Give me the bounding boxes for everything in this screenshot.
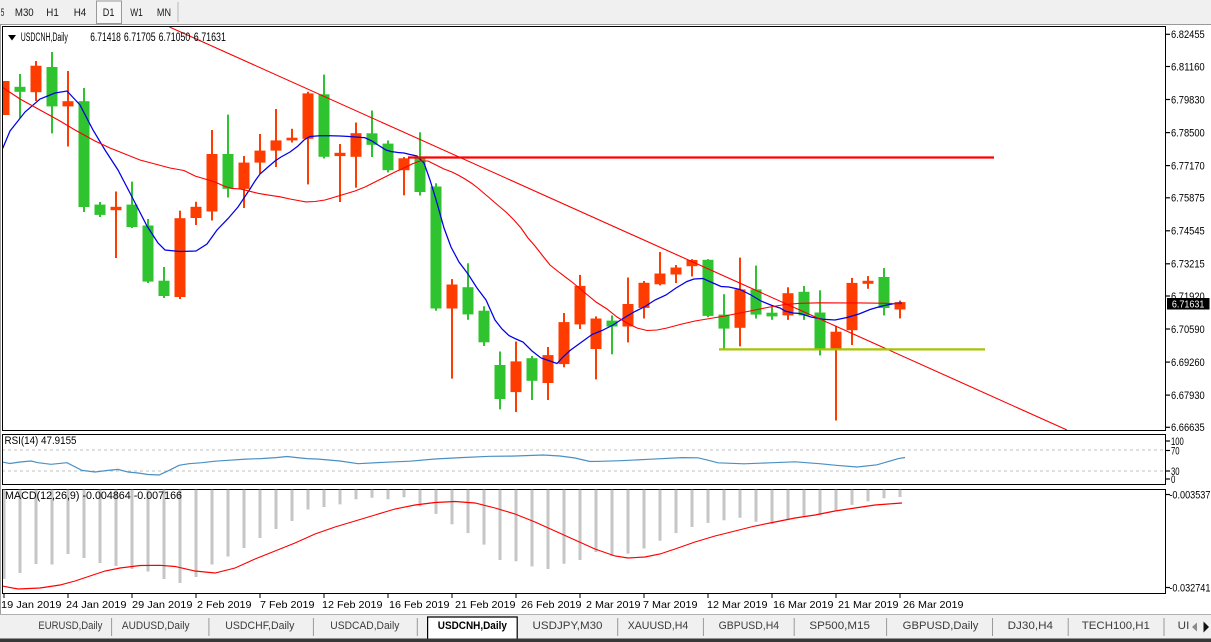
svg-text:6.73215: 6.73215 — [1171, 259, 1205, 271]
svg-text:6.71631: 6.71631 — [1172, 299, 1205, 311]
svg-text:6.69260: 6.69260 — [1171, 357, 1205, 369]
svg-text:6.82455: 6.82455 — [1171, 29, 1205, 41]
svg-text:2 Feb 2019: 2 Feb 2019 — [197, 599, 252, 611]
svg-text:USDCNH,Daily: USDCNH,Daily — [21, 32, 68, 44]
svg-text:H4: H4 — [74, 7, 87, 19]
svg-text:26 Feb 2019: 26 Feb 2019 — [521, 599, 582, 611]
svg-text:GBPUSD,Daily: GBPUSD,Daily — [903, 620, 979, 632]
svg-text:USDJPY,M30: USDJPY,M30 — [533, 620, 603, 632]
svg-text:24 Jan 2019: 24 Jan 2019 — [66, 599, 127, 611]
svg-text:2 Mar 2019: 2 Mar 2019 — [586, 599, 641, 611]
svg-text:MACD(12,26,9) -0.004864 -0.007: MACD(12,26,9) -0.004864 -0.007166 — [5, 490, 182, 502]
svg-text:70: 70 — [1171, 445, 1180, 457]
svg-text:16 Feb 2019: 16 Feb 2019 — [389, 599, 450, 611]
svg-text:DJ30,H4: DJ30,H4 — [1008, 620, 1053, 632]
svg-text:21 Feb 2019: 21 Feb 2019 — [455, 599, 516, 611]
svg-text:100: 100 — [1171, 436, 1184, 448]
svg-text:6.71418: 6.71418 — [90, 32, 121, 44]
svg-text:SP500,M15: SP500,M15 — [809, 620, 870, 632]
svg-text:6.74545: 6.74545 — [1171, 226, 1205, 238]
svg-text:16 Mar 2019: 16 Mar 2019 — [773, 599, 834, 611]
svg-text:AUDUSD,Daily: AUDUSD,Daily — [122, 620, 190, 632]
svg-text:21 Mar 2019: 21 Mar 2019 — [838, 599, 899, 611]
svg-text:USDCAD,Daily: USDCAD,Daily — [330, 620, 400, 632]
svg-text:7 Feb 2019: 7 Feb 2019 — [260, 599, 315, 611]
svg-text:29 Jan 2019: 29 Jan 2019 — [132, 599, 193, 611]
svg-text:12 Mar 2019: 12 Mar 2019 — [707, 599, 768, 611]
svg-text:0: 0 — [1171, 474, 1175, 486]
svg-text:GBPUSD,H4: GBPUSD,H4 — [719, 620, 780, 632]
svg-text:26 Mar 2019: 26 Mar 2019 — [903, 599, 964, 611]
svg-text:TECH100,H1: TECH100,H1 — [1082, 620, 1150, 632]
svg-text:USDCHF,Daily: USDCHF,Daily — [225, 620, 295, 632]
svg-text:12 Feb 2019: 12 Feb 2019 — [322, 599, 383, 611]
svg-text:USDCNH,Daily: USDCNH,Daily — [438, 620, 508, 632]
svg-text:6.77170: 6.77170 — [1171, 160, 1205, 172]
svg-text:H1: H1 — [46, 7, 59, 19]
svg-text:30: 30 — [1171, 466, 1180, 478]
svg-text:6.71050: 6.71050 — [159, 32, 191, 44]
svg-text:6.81160: 6.81160 — [1171, 61, 1205, 73]
svg-text:-0.003537: -0.003537 — [1169, 489, 1210, 501]
svg-text:D1: D1 — [103, 7, 115, 19]
svg-text:6.67930: 6.67930 — [1171, 390, 1205, 402]
svg-text:7 Mar 2019: 7 Mar 2019 — [643, 599, 698, 611]
svg-text:RSI(14) 47.9155: RSI(14) 47.9155 — [5, 435, 77, 447]
svg-text:6.71631: 6.71631 — [194, 32, 226, 44]
svg-text:EURUSD,Daily: EURUSD,Daily — [38, 620, 102, 632]
svg-text:6.71705: 6.71705 — [124, 32, 156, 44]
svg-text:6.79830: 6.79830 — [1171, 94, 1205, 106]
svg-text:6.70590: 6.70590 — [1171, 324, 1205, 336]
svg-text:M30: M30 — [15, 7, 34, 19]
svg-text:-0.032741: -0.032741 — [1169, 582, 1210, 594]
svg-text:19 Jan 2019: 19 Jan 2019 — [1, 599, 62, 611]
svg-text:XAUUSD,H4: XAUUSD,H4 — [628, 620, 689, 632]
svg-text:6.75875: 6.75875 — [1171, 193, 1205, 205]
svg-text:MN: MN — [157, 7, 171, 19]
svg-text:5: 5 — [1, 7, 5, 19]
svg-text:W1: W1 — [130, 7, 143, 19]
svg-text:UI: UI — [1178, 620, 1190, 632]
svg-text:6.66635: 6.66635 — [1171, 422, 1205, 434]
svg-text:6.78500: 6.78500 — [1171, 127, 1205, 139]
